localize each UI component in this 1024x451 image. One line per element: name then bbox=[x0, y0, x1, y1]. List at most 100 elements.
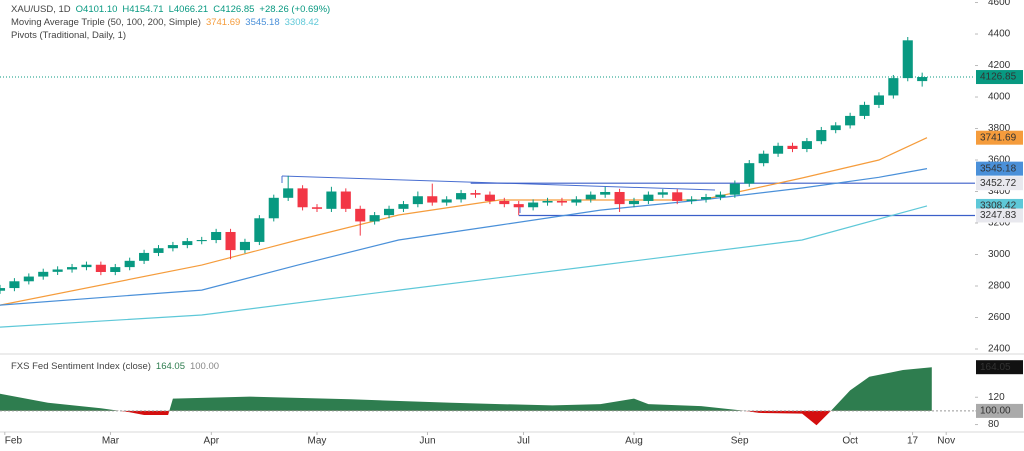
y-tick-label: 2400 bbox=[988, 344, 1011, 355]
candle-body bbox=[441, 199, 452, 203]
x-tick-label: 17 bbox=[907, 436, 919, 447]
candle-body bbox=[499, 200, 510, 205]
candle-body bbox=[744, 163, 755, 184]
pivot-label-bg bbox=[976, 208, 1023, 223]
moving-average-line bbox=[0, 205, 928, 328]
pivot-label: 3452.72 bbox=[980, 178, 1017, 189]
candle-body bbox=[52, 269, 63, 272]
legend-item: XAU/USD, 1D bbox=[11, 4, 71, 15]
sentiment-area-up bbox=[0, 367, 932, 411]
y-tick-label: 4200 bbox=[988, 60, 1011, 71]
ma-value-label: 3741.69 bbox=[980, 132, 1017, 143]
candle-body bbox=[369, 215, 380, 222]
candle-body bbox=[0, 288, 6, 291]
legend-item: 3545.18 bbox=[245, 17, 279, 28]
y-tick-label: 3200 bbox=[988, 218, 1011, 229]
candle-body bbox=[528, 202, 539, 208]
candle-body bbox=[139, 252, 150, 261]
candle-body bbox=[484, 194, 495, 201]
legend-line: FXS Fed Sentiment Index (close) 164.05 100… bbox=[11, 361, 219, 372]
candle-body bbox=[23, 276, 34, 282]
candle-body bbox=[182, 241, 193, 246]
last-price-label: 4126.85 bbox=[980, 72, 1017, 83]
candle-body bbox=[355, 208, 366, 222]
sentiment-value-label-bg bbox=[976, 360, 1023, 375]
legend-item: 3308.42 bbox=[285, 17, 319, 28]
legend-item: 100.00 bbox=[190, 361, 219, 372]
candle-body bbox=[672, 192, 683, 201]
candle-body bbox=[211, 231, 222, 241]
candle-body bbox=[383, 208, 395, 216]
sentiment-area-down bbox=[119, 410, 831, 426]
candle-body bbox=[427, 196, 438, 203]
last-price-label-bg bbox=[976, 70, 1023, 85]
candle-body bbox=[845, 115, 856, 126]
legend-item: L4066.21 bbox=[169, 4, 209, 15]
y-tick-label: 120 bbox=[988, 392, 1005, 403]
candle-body bbox=[297, 188, 308, 208]
y-tick-label: 4400 bbox=[988, 29, 1011, 40]
candle-body bbox=[110, 267, 121, 272]
candle-body bbox=[340, 191, 351, 209]
legend-item: C4126.85 bbox=[213, 4, 254, 15]
candle-body bbox=[124, 260, 135, 268]
candle-body bbox=[614, 191, 625, 205]
y-tick-label: 4600 bbox=[988, 0, 1011, 8]
x-tick-label: Jul bbox=[517, 436, 530, 447]
candle-body bbox=[153, 248, 164, 253]
candle-body bbox=[470, 193, 481, 195]
candle-body bbox=[758, 153, 769, 164]
candle-body bbox=[95, 264, 106, 272]
y-tick-label: 3400 bbox=[988, 186, 1011, 197]
x-tick-label: Oct bbox=[842, 436, 858, 447]
candle-body bbox=[239, 241, 250, 251]
legend-item: 3741.69 bbox=[206, 17, 240, 28]
candle-body bbox=[571, 199, 582, 203]
candle-body bbox=[600, 191, 611, 195]
candle-body bbox=[167, 245, 178, 249]
pivot-label-bg bbox=[976, 176, 1023, 191]
baseline-label-bg bbox=[976, 403, 1023, 418]
candle-body bbox=[643, 194, 654, 201]
candle-body bbox=[902, 40, 913, 79]
candle-body bbox=[773, 145, 784, 154]
candle-body bbox=[283, 188, 294, 198]
y-tick-label: 3600 bbox=[988, 155, 1011, 166]
candle-body bbox=[196, 240, 207, 242]
candle-body bbox=[542, 200, 553, 203]
candle-body bbox=[787, 145, 798, 149]
pivot-label: 3247.83 bbox=[980, 210, 1017, 221]
moving-average-line bbox=[0, 137, 928, 306]
candle-body bbox=[556, 200, 567, 203]
candle-body bbox=[729, 183, 740, 195]
x-tick-label: Mar bbox=[102, 436, 120, 447]
candle-body bbox=[268, 197, 279, 219]
x-tick-label: Aug bbox=[625, 436, 643, 447]
legend-item: H4154.71 bbox=[122, 4, 163, 15]
y-tick-label: 4000 bbox=[988, 92, 1011, 103]
ma-value-label: 3308.42 bbox=[980, 201, 1017, 212]
candle-body bbox=[398, 204, 409, 209]
ma-value-label-bg bbox=[976, 130, 1023, 145]
candle-body bbox=[628, 200, 640, 205]
candle-body bbox=[254, 218, 265, 242]
legend-line: Moving Average Triple (50, 100, 200, Sim… bbox=[11, 17, 319, 28]
candle-body bbox=[873, 95, 884, 105]
baseline-label: 100.00 bbox=[980, 406, 1011, 417]
y-tick-label: 3000 bbox=[988, 249, 1011, 260]
legend-item: O4101.10 bbox=[76, 4, 118, 15]
candle-body bbox=[801, 141, 812, 149]
x-tick-label: Jun bbox=[419, 436, 435, 447]
legend-item: Pivots (Traditional, Daily, 1) bbox=[11, 30, 126, 41]
legend-line: XAU/USD, 1D O4101.10 H4154.71 L4066.21 C4126… bbox=[11, 4, 330, 15]
candle-body bbox=[67, 267, 78, 270]
candle-body bbox=[715, 194, 726, 198]
x-tick-label: May bbox=[308, 436, 327, 447]
candle-body bbox=[700, 197, 712, 200]
candle-body bbox=[830, 125, 841, 131]
candle-body bbox=[859, 104, 870, 116]
candle-body bbox=[657, 192, 668, 195]
legend-item: 164.05 bbox=[156, 361, 185, 372]
ma-value-label: 3545.18 bbox=[980, 163, 1017, 174]
candle-body bbox=[9, 281, 20, 289]
